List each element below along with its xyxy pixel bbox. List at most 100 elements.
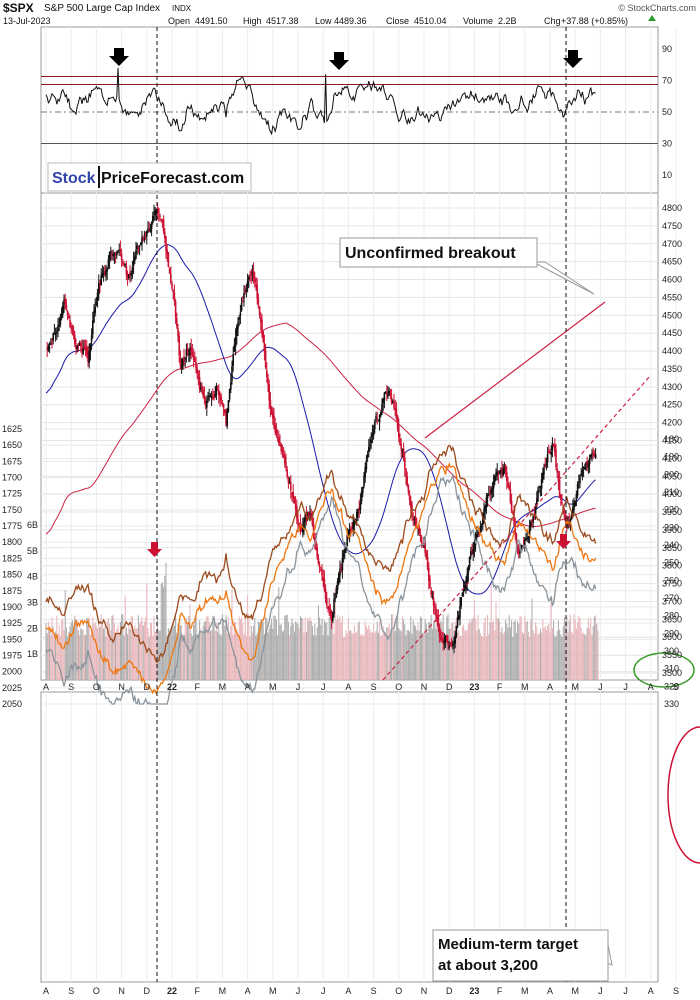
volume-bar: [457, 632, 459, 680]
bottom-month-label: A: [648, 986, 654, 996]
volume-bar: [194, 617, 196, 680]
price-candle-body: [399, 438, 401, 445]
volume-bar: [544, 625, 546, 680]
change-up-icon: [648, 15, 656, 21]
volume-bar: [224, 625, 226, 680]
resistance-trendline: [424, 301, 606, 439]
volume-bar: [98, 620, 100, 680]
price-candle-body: [141, 237, 143, 244]
volume-bar: [473, 599, 475, 680]
price-candle-body: [537, 489, 539, 501]
price-candle-body: [414, 517, 417, 528]
volume-bar: [427, 632, 429, 680]
volume-bar: [363, 634, 365, 680]
volume-bar: [471, 619, 473, 680]
volume-bar: [104, 627, 106, 680]
volume-bar: [499, 620, 501, 680]
price-candle-body: [340, 567, 342, 569]
volume-bar: [593, 616, 595, 680]
volume-bar: [531, 598, 533, 680]
volume-bar: [53, 634, 55, 680]
volume-bar: [418, 630, 420, 680]
bottom-left-tick-label: 2000: [2, 667, 22, 677]
volume-bar: [229, 632, 231, 680]
volume-bar: [94, 622, 96, 680]
volume-bar: [82, 629, 84, 680]
volume-bar: [45, 623, 47, 680]
price-candle-body: [556, 468, 558, 473]
volume-bar: [511, 620, 513, 680]
price-candle-body: [436, 615, 438, 620]
price-candle-body: [567, 523, 569, 528]
volume-bar: [523, 633, 525, 680]
price-candle-body: [366, 454, 369, 458]
price-candle-body: [419, 534, 422, 537]
price-candle-body: [507, 481, 509, 486]
price-candle-body: [332, 611, 334, 622]
volume-bar: [233, 621, 235, 680]
price-candle-body: [519, 551, 521, 554]
ohlc-close-value: 4510.04: [414, 16, 447, 26]
volume-bar: [526, 621, 528, 680]
price-candle-body: [94, 306, 96, 313]
price-candle-body: [308, 511, 310, 515]
price-month-label: M: [219, 682, 227, 692]
volume-bar: [340, 622, 342, 680]
price-candle-body: [215, 385, 218, 395]
price-candle-body: [322, 577, 324, 582]
volume-bar: [391, 614, 393, 680]
price-candle-body: [485, 497, 488, 508]
price-candle-body: [489, 493, 491, 495]
volume-bar: [455, 616, 457, 680]
bottom-month-label: M: [219, 986, 227, 996]
price-candle-body: [153, 213, 155, 215]
volume-bar: [291, 618, 293, 680]
price-candle-body: [106, 268, 108, 272]
volume-bar: [371, 632, 373, 680]
price-candle-body: [504, 465, 507, 473]
volume-bar: [272, 629, 274, 680]
volume-label: Volume: [463, 16, 493, 26]
volume-bar: [482, 636, 484, 680]
volume-bar: [421, 618, 423, 680]
volume-bar: [332, 614, 334, 680]
volume-bar: [247, 595, 249, 680]
price-tick-label: 4050: [662, 471, 682, 481]
price-candle-body: [326, 598, 328, 606]
volume-bar: [279, 624, 281, 680]
volume-bar: [514, 620, 516, 680]
price-candle-body: [77, 342, 80, 346]
price-candle-body: [534, 507, 537, 514]
price-candle-body: [503, 467, 506, 470]
bottom-left-tick-label: 1725: [2, 489, 22, 499]
volume-bar: [221, 614, 223, 680]
price-candle-body: [288, 482, 291, 484]
volume-bar: [305, 631, 307, 680]
bottom-left-tick-label: 1625: [2, 424, 22, 434]
price-month-label: O: [395, 682, 402, 692]
price-candle-body: [581, 469, 584, 476]
volume-bar: [231, 588, 233, 680]
price-candle-body: [500, 469, 502, 471]
volume-bar: [485, 636, 487, 680]
price-candle-body: [261, 319, 263, 334]
price-candle-body: [406, 476, 408, 486]
volume-bar: [343, 637, 345, 680]
price-tick-label: 3900: [662, 525, 682, 535]
chart-exchange: INDX: [172, 4, 192, 13]
volume-bar: [278, 587, 280, 680]
volume-bar: [136, 628, 138, 680]
volume-bar: [243, 633, 245, 680]
price-candles: [46, 202, 597, 654]
price-candle-body: [244, 290, 246, 292]
volume-bar: [62, 619, 64, 680]
price-candle-body: [341, 558, 344, 571]
volume-bar: [328, 617, 330, 680]
price-candle-body: [467, 566, 470, 573]
volume-bar: [187, 623, 189, 680]
price-candle-body: [179, 357, 182, 367]
volume-bar: [530, 619, 532, 680]
volume-bar: [569, 614, 571, 680]
price-candle-body: [188, 353, 190, 355]
